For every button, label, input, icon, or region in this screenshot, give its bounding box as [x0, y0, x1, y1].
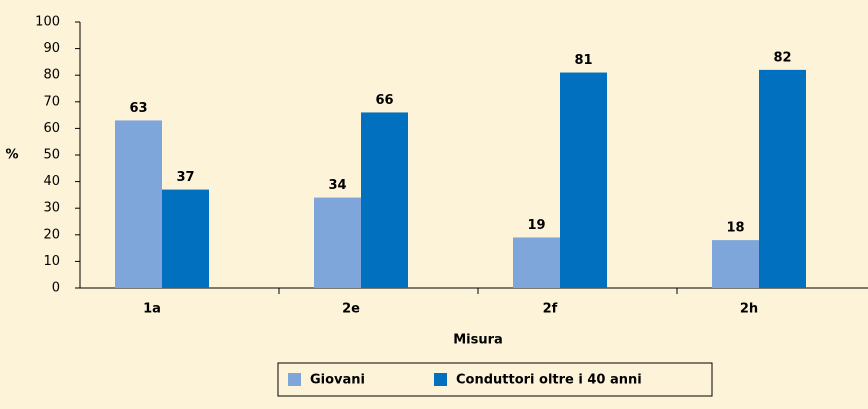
x-axis-label: Misura	[453, 333, 503, 348]
value-label: 34	[328, 178, 346, 193]
bar	[115, 120, 162, 288]
x-tick-label: 1a	[143, 302, 161, 317]
y-tick-label: 20	[43, 227, 60, 242]
x-tick-label: 2h	[740, 302, 758, 317]
bar	[513, 237, 560, 288]
y-tick-label: 10	[43, 254, 60, 269]
legend-label: Giovani	[310, 373, 365, 388]
value-label: 81	[574, 53, 592, 68]
bar	[560, 72, 607, 288]
y-tick-label: 0	[52, 281, 60, 296]
value-label: 66	[375, 93, 393, 108]
legend-label: Conduttori oltre i 40 anni	[456, 373, 642, 388]
bar	[712, 240, 759, 288]
legend-swatch	[434, 373, 447, 386]
y-tick-label: 50	[43, 148, 60, 163]
y-tick-label: 100	[35, 15, 60, 30]
value-label: 18	[726, 221, 744, 236]
bar	[361, 112, 408, 288]
legend-box	[277, 362, 713, 397]
value-label: 82	[773, 50, 791, 65]
legend-swatch	[288, 373, 301, 386]
value-label: 19	[527, 218, 545, 233]
y-tick-label: 40	[43, 174, 60, 189]
value-label: 63	[129, 101, 147, 116]
x-tick-label: 2f	[543, 302, 558, 317]
x-tick-label: 2e	[342, 302, 360, 317]
bar	[314, 197, 361, 288]
value-label: 37	[176, 170, 194, 185]
y-tick-label: 90	[43, 41, 60, 56]
y-tick-label: 70	[43, 94, 60, 109]
y-tick-label: 60	[43, 121, 60, 136]
bar	[759, 69, 806, 288]
y-tick-label: 30	[43, 201, 60, 216]
y-tick-label: 80	[43, 68, 60, 83]
y-axis-label: %	[5, 148, 18, 163]
bar	[162, 189, 209, 288]
